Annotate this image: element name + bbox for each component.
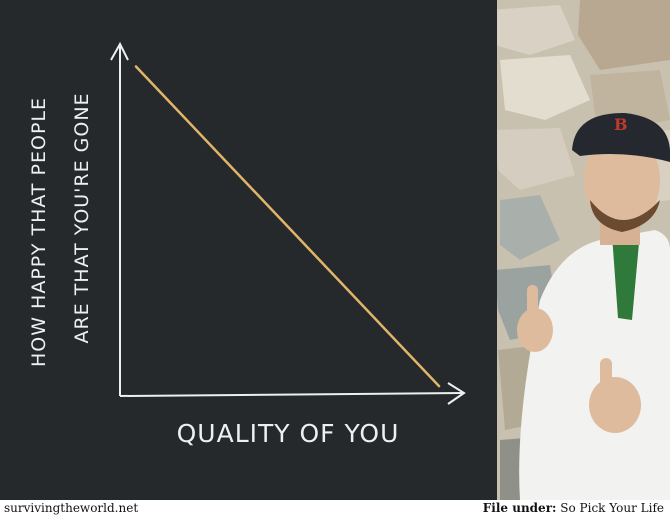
y-axis-label-line-1: How Happy That People [28,97,50,367]
file-under-value: So Pick Your Life [560,501,664,515]
man-in-lab-coat: B [517,112,670,500]
file-under-label: File under: [482,501,557,515]
svg-text:B: B [614,115,628,134]
footer-bar: survivingtheworld.net File under: So Pic… [0,500,670,517]
x-axis [119,392,463,397]
y-axis-label-line-2: Are That You're Gone [71,92,93,343]
y-axis-arrowhead [110,41,129,61]
series-line-0 [134,65,441,388]
site-credit: survivingtheworld.net [4,501,139,515]
file-under: File under: So Pick Your Life [483,500,664,517]
chart-area: Quality of You How Happy That People Are… [28,41,466,448]
chalkboard [0,0,497,500]
x-axis-arrowhead [447,382,466,405]
x-axis-label: Quality of You [177,419,400,448]
photo-scene: Quality of You How Happy That People Are… [0,0,670,500]
